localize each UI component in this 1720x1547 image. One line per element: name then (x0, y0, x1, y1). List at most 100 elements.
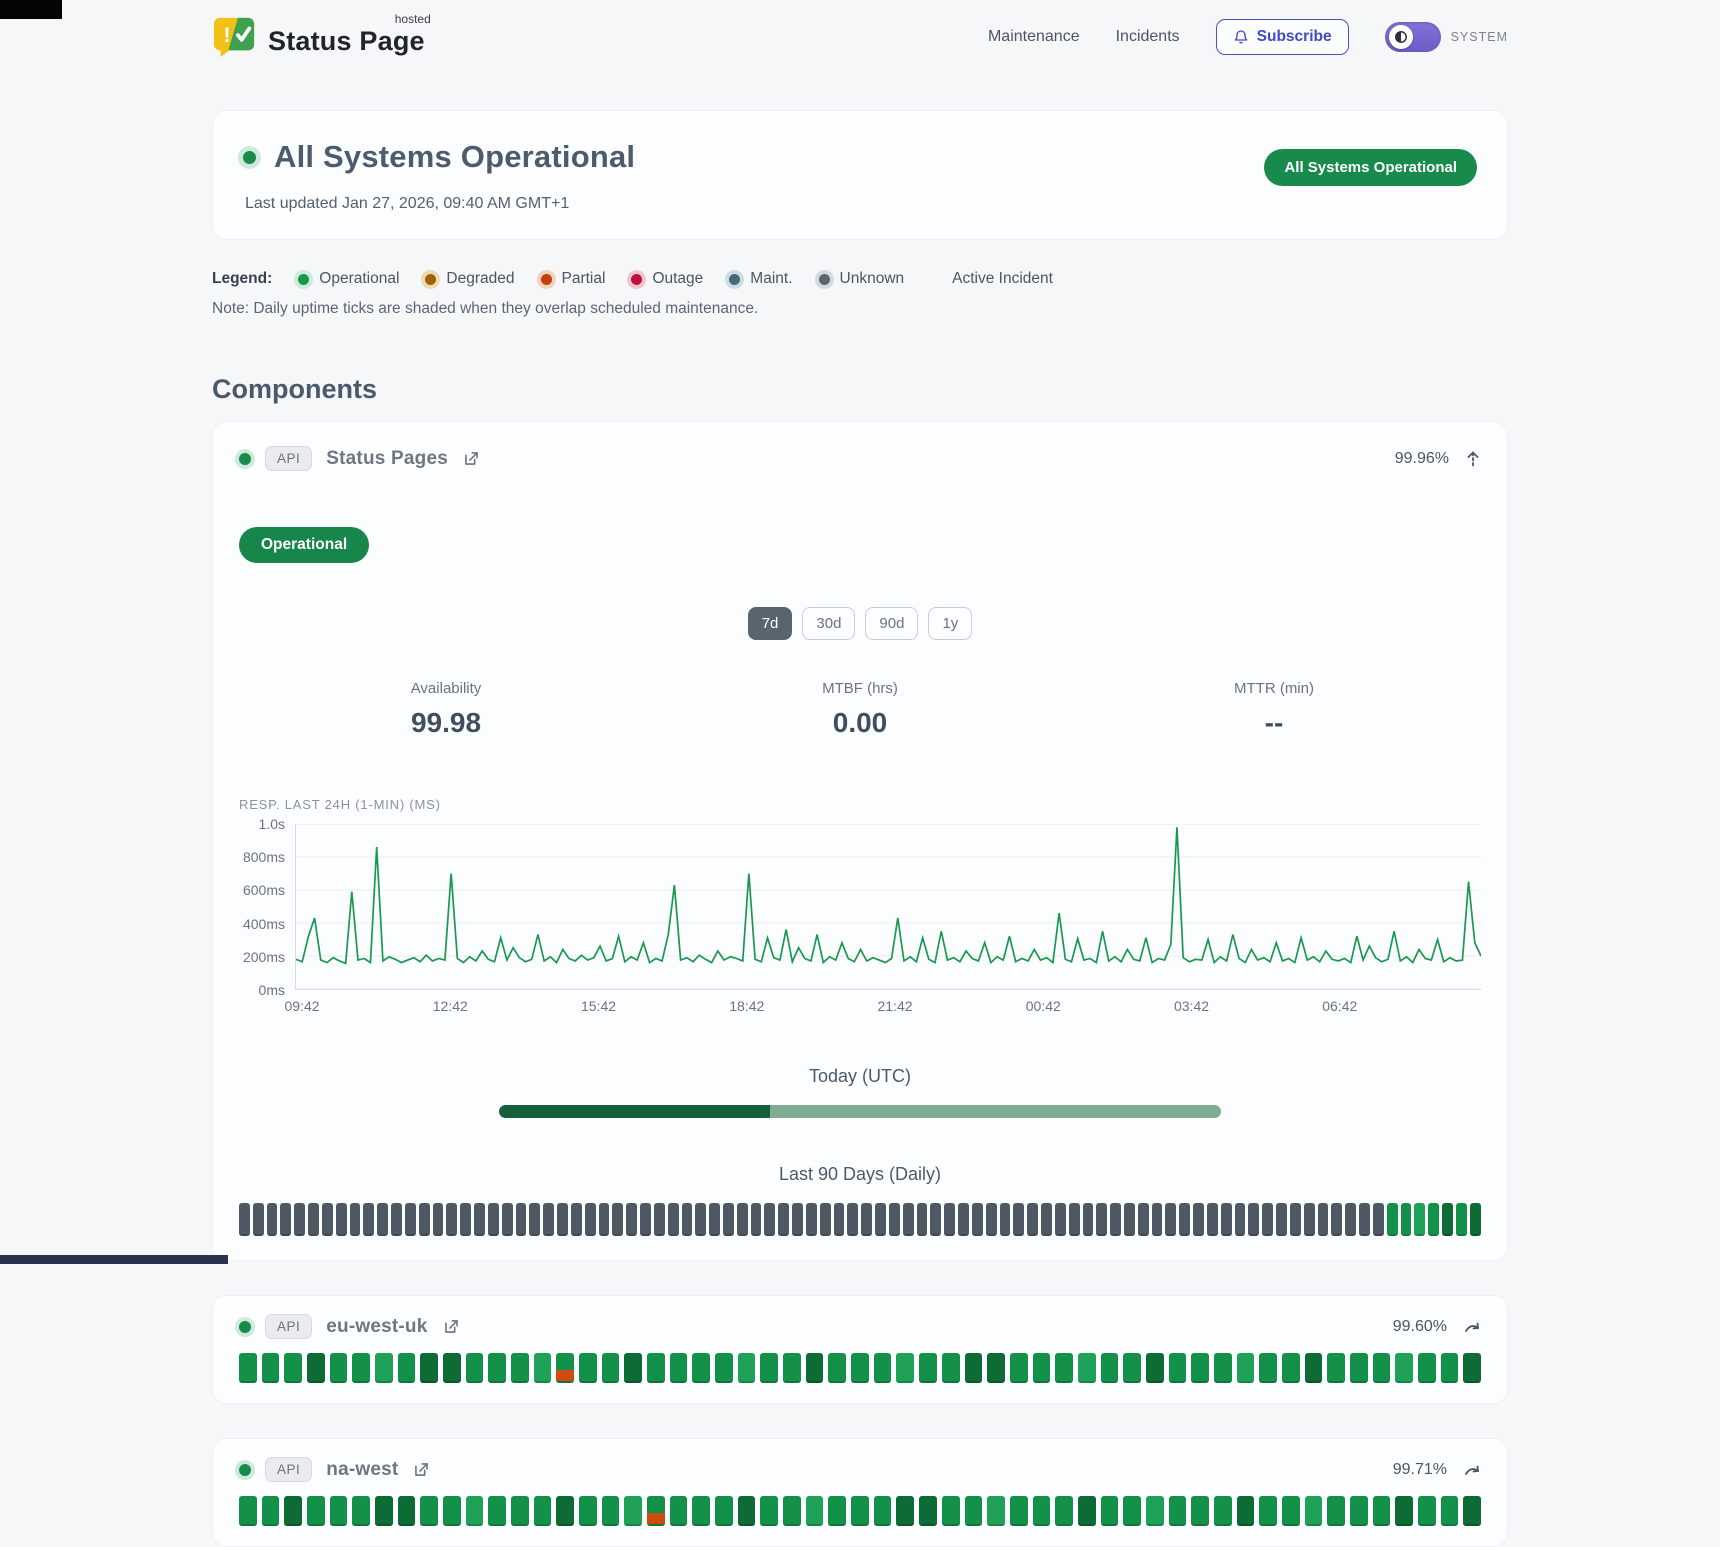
uptime-tick[interactable] (284, 1353, 303, 1383)
uptime-tick[interactable] (930, 1203, 942, 1236)
uptime-tick[interactable] (363, 1203, 375, 1236)
uptime-tick[interactable] (1124, 1203, 1135, 1236)
uptime-tick[interactable] (307, 1353, 325, 1383)
uptime-tick[interactable] (1100, 1496, 1119, 1526)
uptime-tick[interactable] (1013, 1203, 1025, 1236)
uptime-tick[interactable] (902, 1203, 914, 1236)
uptime-tick[interactable] (1262, 1203, 1274, 1236)
brand[interactable]: ! Status Page hosted (212, 12, 431, 58)
uptime-tick[interactable] (750, 1203, 762, 1236)
uptime-tick[interactable] (971, 1203, 983, 1236)
uptime-tick[interactable] (896, 1496, 915, 1526)
uptime-tick[interactable] (511, 1353, 529, 1383)
uptime-tick[interactable] (391, 1203, 402, 1236)
uptime-tick[interactable] (919, 1353, 937, 1383)
uptime-tick[interactable] (987, 1353, 1005, 1383)
uptime-tick[interactable] (474, 1203, 485, 1236)
uptime-tick[interactable] (888, 1203, 900, 1236)
uptime-tick[interactable] (778, 1203, 790, 1236)
uptime-tick[interactable] (669, 1496, 688, 1526)
uptime-tick[interactable] (1137, 1203, 1149, 1236)
uptime-tick[interactable] (941, 1496, 960, 1526)
uptime-tick[interactable] (511, 1496, 529, 1526)
uptime-tick[interactable] (1179, 1203, 1191, 1236)
uptime-tick[interactable] (488, 1353, 507, 1383)
uptime-tick[interactable] (465, 1353, 484, 1383)
uptime-tick[interactable] (1206, 1203, 1218, 1236)
uptime-tick[interactable] (1168, 1353, 1187, 1383)
uptime-tick[interactable] (1145, 1496, 1164, 1526)
uptime-tick[interactable] (335, 1203, 347, 1236)
uptime-tick[interactable] (1100, 1353, 1119, 1383)
uptime-tick[interactable] (1055, 1353, 1073, 1383)
uptime-tick[interactable] (669, 1353, 688, 1383)
uptime-tick[interactable] (329, 1353, 348, 1383)
range-button-30d[interactable]: 30d (802, 607, 856, 640)
uptime-tick[interactable] (1068, 1203, 1080, 1236)
uptime-tick[interactable] (875, 1203, 886, 1236)
uptime-tick[interactable] (1372, 1353, 1391, 1383)
uptime-tick[interactable] (667, 1203, 679, 1236)
external-link-icon[interactable] (442, 1317, 461, 1336)
uptime-tick[interactable] (873, 1496, 892, 1526)
uptime-tick[interactable] (443, 1353, 461, 1383)
uptime-tick[interactable] (1289, 1203, 1301, 1236)
uptime-tick[interactable] (624, 1353, 643, 1383)
uptime-tick[interactable] (805, 1496, 824, 1526)
uptime-tick[interactable] (783, 1353, 801, 1383)
uptime-tick[interactable] (805, 1353, 824, 1383)
uptime-tick[interactable] (1304, 1353, 1323, 1383)
uptime-tick[interactable] (598, 1203, 610, 1236)
external-link-icon[interactable] (412, 1460, 431, 1479)
uptime-tick[interactable] (1440, 1496, 1459, 1526)
uptime-tick[interactable] (1032, 1496, 1051, 1526)
uptime-tick[interactable] (1123, 1496, 1141, 1526)
uptime-tick[interactable] (1055, 1496, 1073, 1526)
uptime-tick[interactable] (964, 1353, 983, 1383)
uptime-tick[interactable] (851, 1496, 869, 1526)
external-link-icon[interactable] (462, 449, 481, 468)
uptime-tick[interactable] (1372, 1203, 1384, 1236)
uptime-tick[interactable] (1009, 1353, 1028, 1383)
uptime-tick[interactable] (847, 1203, 859, 1236)
collapse-arrow-icon[interactable] (1465, 450, 1481, 468)
chart-plot-area[interactable] (295, 824, 1481, 990)
uptime-tick[interactable] (944, 1203, 956, 1236)
nav-link-maintenance[interactable]: Maintenance (987, 28, 1080, 45)
uptime-tick[interactable] (1304, 1496, 1323, 1526)
uptime-tick[interactable] (261, 1496, 280, 1526)
uptime-tick[interactable] (1054, 1203, 1066, 1236)
uptime-tick[interactable] (861, 1203, 873, 1236)
uptime-tick[interactable] (1110, 1203, 1121, 1236)
uptime-tick[interactable] (1276, 1203, 1287, 1236)
uptime-tick[interactable] (1463, 1353, 1481, 1383)
uptime-tick[interactable] (1386, 1203, 1398, 1236)
uptime-tick[interactable] (280, 1203, 292, 1236)
uptime-tick[interactable] (653, 1203, 665, 1236)
uptime-tick[interactable] (1349, 1353, 1368, 1383)
uptime-tick[interactable] (612, 1203, 624, 1236)
uptime-tick[interactable] (1027, 1203, 1039, 1236)
uptime-tick[interactable] (261, 1353, 280, 1383)
uptime-tick[interactable] (985, 1203, 997, 1236)
uptime-tick[interactable] (1349, 1496, 1368, 1526)
uptime-tick[interactable] (1193, 1203, 1204, 1236)
uptime-tick[interactable] (1327, 1496, 1345, 1526)
uptime-tick[interactable] (252, 1203, 264, 1236)
uptime-tick[interactable] (958, 1203, 969, 1236)
uptime-tick[interactable] (1077, 1496, 1096, 1526)
uptime-tick[interactable] (736, 1203, 748, 1236)
uptime-tick[interactable] (1145, 1353, 1164, 1383)
uptime-tick[interactable] (352, 1353, 371, 1383)
uptime-tick[interactable] (692, 1496, 711, 1526)
uptime-tick[interactable] (715, 1353, 733, 1383)
uptime-tick[interactable] (446, 1203, 458, 1236)
uptime-tick[interactable] (1009, 1496, 1028, 1526)
uptime-tick[interactable] (1428, 1203, 1440, 1236)
uptime-tick[interactable] (919, 1496, 937, 1526)
uptime-tick[interactable] (1281, 1353, 1300, 1383)
uptime-tick[interactable] (873, 1353, 892, 1383)
uptime-tick[interactable] (1096, 1203, 1108, 1236)
uptime-tick[interactable] (851, 1353, 869, 1383)
uptime-tick[interactable] (377, 1203, 389, 1236)
